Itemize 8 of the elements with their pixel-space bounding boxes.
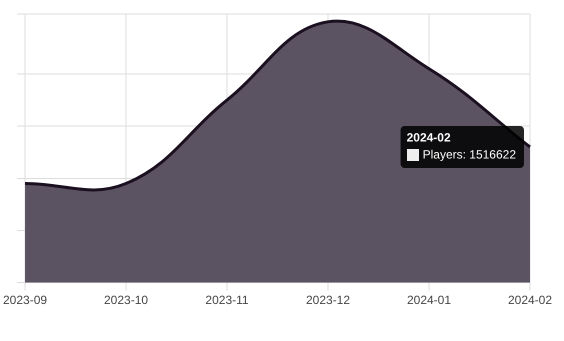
x-tick-label: 2023-10 bbox=[104, 293, 148, 308]
x-tick-label: 2023-09 bbox=[2, 293, 48, 308]
x-tick-label: 2023-12 bbox=[306, 293, 350, 308]
x-tick-label: 2023-11 bbox=[205, 293, 249, 308]
x-tick-label: 2024-01 bbox=[406, 293, 452, 308]
x-tick-label: 2024-02 bbox=[508, 293, 552, 308]
category-label: 2024-02 bbox=[406, 130, 451, 144]
annotation: Players: 1516622 bbox=[422, 147, 516, 162]
